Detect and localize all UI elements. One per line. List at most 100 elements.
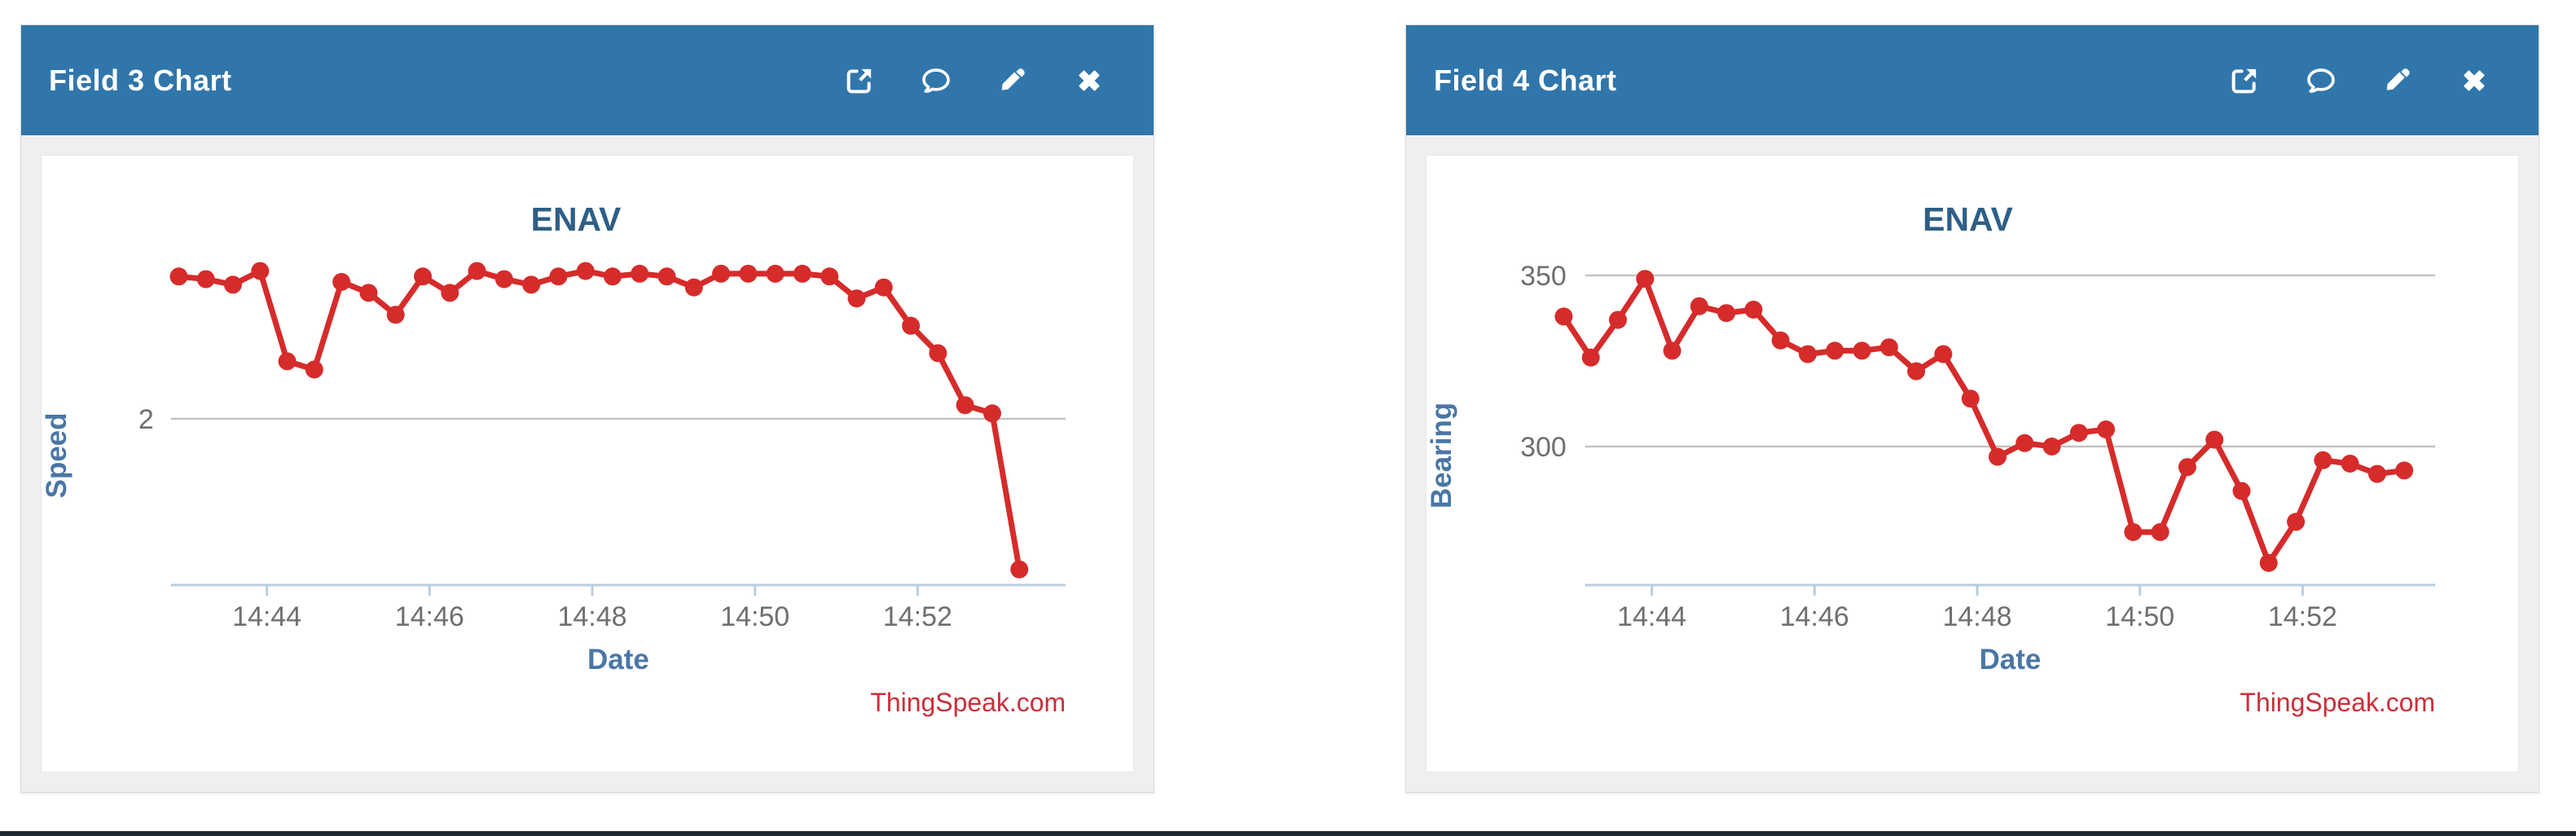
y-tick-label: 350: [1520, 261, 1567, 292]
data-point[interactable]: [902, 316, 921, 335]
close-icon[interactable]: [1072, 64, 1106, 98]
data-point[interactable]: [332, 273, 351, 291]
field3-chart-panel: 2 14:44 14:46 14:48 14:50 14:52 ENAV Speed Date T…: [41, 155, 1134, 772]
data-point[interactable]: [1663, 341, 1681, 360]
data-point[interactable]: [468, 262, 486, 280]
data-point[interactable]: [495, 270, 513, 288]
x-tick-label: 14:48: [558, 601, 627, 632]
x-tick-label: 14:46: [395, 601, 464, 632]
data-point[interactable]: [169, 267, 188, 286]
data-point[interactable]: [251, 262, 270, 280]
x-tick-label: 14:52: [883, 601, 952, 632]
y-tick-label: 2: [138, 404, 154, 435]
field3-widget-header: Field 3 Chart: [21, 25, 1154, 135]
y-axis-label: Speed: [42, 412, 73, 498]
data-point[interactable]: [2016, 433, 2034, 452]
data-point[interactable]: [1907, 362, 1926, 381]
data-point[interactable]: [1988, 447, 2007, 466]
data-point[interactable]: [1744, 301, 1763, 319]
data-point[interactable]: [2259, 553, 2278, 572]
comment-icon[interactable]: [919, 64, 953, 98]
data-point[interactable]: [305, 360, 323, 379]
data-point[interactable]: [1826, 341, 1844, 360]
data-point[interactable]: [1934, 345, 1953, 363]
data-point[interactable]: [278, 352, 297, 371]
data-point[interactable]: [631, 264, 649, 283]
data-point[interactable]: [1879, 338, 1898, 357]
x-tick-label: 14:44: [1617, 601, 1686, 632]
header-icon-row: [842, 64, 1106, 98]
series-line: [1560, 275, 2407, 566]
data-point[interactable]: [956, 396, 974, 415]
data-point[interactable]: [739, 264, 758, 283]
data-point[interactable]: [2395, 461, 2414, 480]
data-point[interactable]: [414, 267, 432, 286]
data-point[interactable]: [874, 278, 893, 297]
external-link-icon[interactable]: [2227, 64, 2262, 98]
data-point[interactable]: [441, 284, 459, 302]
data-point[interactable]: [2178, 458, 2196, 477]
data-point[interactable]: [2097, 420, 2116, 438]
data-point[interactable]: [603, 267, 622, 286]
data-point[interactable]: [820, 267, 839, 286]
widget-title: Field 3 Chart: [49, 63, 232, 97]
data-point[interactable]: [684, 278, 703, 297]
data-point[interactable]: [1581, 348, 1600, 367]
data-point[interactable]: [2124, 523, 2143, 541]
data-point[interactable]: [223, 275, 242, 294]
data-point[interactable]: [847, 289, 866, 308]
widget-title: Field 4 Chart: [1434, 63, 1617, 97]
data-point[interactable]: [982, 404, 1001, 423]
x-tick-label: 14:46: [1780, 601, 1849, 632]
data-point[interactable]: [549, 267, 568, 286]
data-point[interactable]: [657, 267, 676, 286]
data-point[interactable]: [1717, 304, 1736, 323]
data-point[interactable]: [2287, 513, 2306, 531]
data-point[interactable]: [1799, 345, 1817, 363]
data-point[interactable]: [1608, 310, 1627, 329]
data-point[interactable]: [359, 284, 378, 302]
x-axis-label: Date: [1980, 644, 2042, 675]
y-tick-label: 300: [1520, 432, 1567, 463]
field3-chart-widget: Field 3 Chart: [20, 24, 1154, 793]
data-point[interactable]: [1554, 307, 1573, 326]
edit-icon[interactable]: [996, 64, 1030, 98]
series-line: [175, 268, 1022, 573]
data-point[interactable]: [522, 275, 541, 294]
data-point[interactable]: [576, 262, 595, 280]
watermark[interactable]: ThingSpeak.com: [2240, 688, 2435, 717]
field4-chart-widget: Field 4 Chart: [1405, 24, 2539, 793]
close-icon[interactable]: [2457, 64, 2491, 98]
data-point[interactable]: [386, 306, 405, 324]
x-tick-label: 14:50: [2105, 601, 2174, 632]
data-point[interactable]: [712, 264, 731, 283]
data-point[interactable]: [1636, 270, 1655, 288]
data-point[interactable]: [793, 264, 811, 283]
data-point[interactable]: [2151, 523, 2169, 541]
external-link-icon[interactable]: [842, 64, 877, 98]
field3-line-chart: 2 14:44 14:46 14:48 14:50 14:52 ENAV Speed Date T…: [42, 200, 1066, 717]
data-point[interactable]: [2314, 451, 2332, 469]
data-point[interactable]: [1961, 389, 1980, 408]
x-tick-label: 14:50: [720, 601, 789, 632]
data-point[interactable]: [929, 344, 947, 363]
header-icon-row: [2227, 64, 2491, 98]
data-point[interactable]: [196, 270, 215, 288]
data-point[interactable]: [1010, 560, 1029, 579]
data-point[interactable]: [1853, 341, 1871, 360]
watermark[interactable]: ThingSpeak.com: [870, 688, 1066, 717]
data-point[interactable]: [2232, 482, 2251, 500]
edit-icon[interactable]: [2380, 64, 2415, 98]
data-point[interactable]: [1771, 331, 1790, 350]
data-point[interactable]: [2205, 430, 2224, 449]
data-point[interactable]: [766, 264, 785, 283]
data-point[interactable]: [2341, 455, 2359, 473]
data-point[interactable]: [1690, 297, 1708, 315]
data-point[interactable]: [2042, 438, 2061, 455]
data-point[interactable]: [2069, 424, 2088, 442]
x-tick-label: 14:48: [1943, 601, 2012, 632]
field4-widget-header: Field 4 Chart: [1406, 25, 2539, 135]
data-point[interactable]: [2367, 464, 2386, 483]
comment-icon[interactable]: [2304, 64, 2338, 98]
